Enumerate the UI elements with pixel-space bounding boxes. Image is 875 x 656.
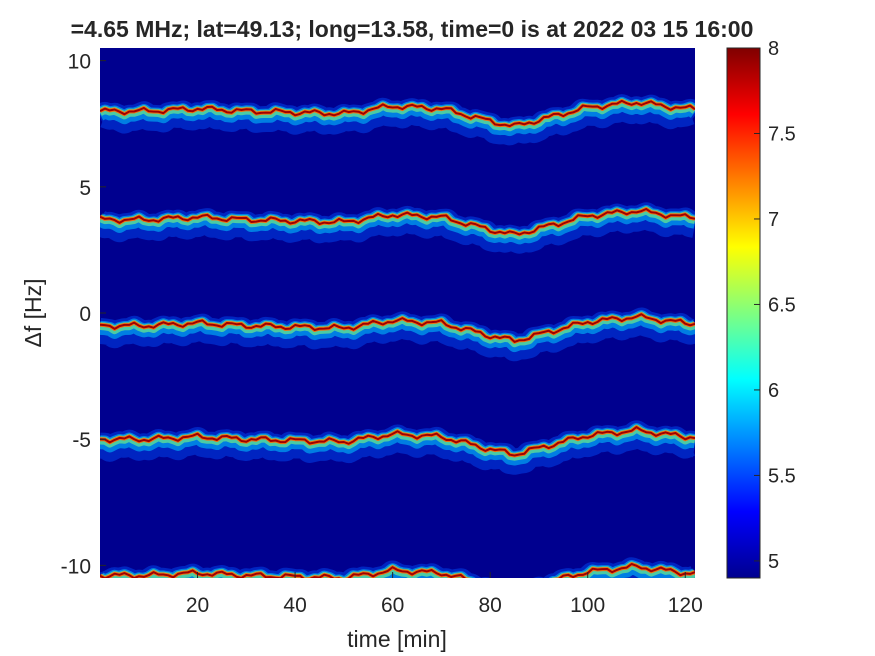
y-axis-label: Δf [Hz]	[20, 278, 46, 347]
y-axis-ticks: 10 5 0 -5 -10	[61, 51, 106, 578]
y-tick-label: -5	[72, 429, 91, 452]
y-tick-label: 0	[79, 303, 91, 326]
colorbar-tick-label: 7	[768, 209, 779, 231]
chart-title: =4.65 MHz; lat=49.13; long=13.58, time=0…	[71, 16, 754, 42]
trace-line	[100, 208, 695, 236]
x-tick-label: 100	[570, 594, 605, 617]
spectral-trace	[100, 557, 695, 578]
colorbar-tick-label: 5	[768, 551, 779, 573]
x-axis-ticks: 20 40 60 80 100 120	[186, 572, 703, 617]
spectral-trace	[100, 202, 695, 254]
x-tick-label: 120	[668, 594, 703, 617]
trace-line	[100, 426, 695, 457]
colorbar-gradient	[726, 47, 761, 579]
colorbar-tick-label: 6	[768, 380, 779, 402]
y-tick-label: 10	[68, 51, 91, 74]
colorbar-tick-label: 6.5	[768, 294, 796, 316]
x-tick-label: 80	[478, 594, 501, 617]
spectral-trace	[100, 94, 695, 146]
y-tick-label: -10	[61, 555, 91, 578]
x-tick-label: 20	[186, 594, 209, 617]
colorbar-tick-label: 7.5	[768, 123, 796, 145]
spectral-trace	[100, 420, 695, 475]
y-tick-label: 5	[79, 177, 91, 200]
colorbar-ticks: 8 7.5 7 6.5 6 5.5 5	[754, 38, 796, 573]
colorbar: 8 7.5 7 6.5 6 5.5 5	[726, 38, 796, 579]
colorbar-tick-label: 5.5	[768, 465, 796, 487]
plot-background	[100, 48, 695, 578]
x-tick-label: 40	[283, 594, 306, 617]
spectral-traces	[100, 94, 695, 578]
trace-line	[100, 313, 695, 343]
spectral-trace	[100, 307, 695, 362]
plot-area	[100, 48, 695, 578]
colorbar-tick-label: 8	[768, 38, 779, 60]
x-tick-label: 60	[381, 594, 404, 617]
trace-line	[100, 563, 695, 578]
x-axis-label: time [min]	[347, 626, 447, 652]
trace-line	[100, 99, 695, 128]
